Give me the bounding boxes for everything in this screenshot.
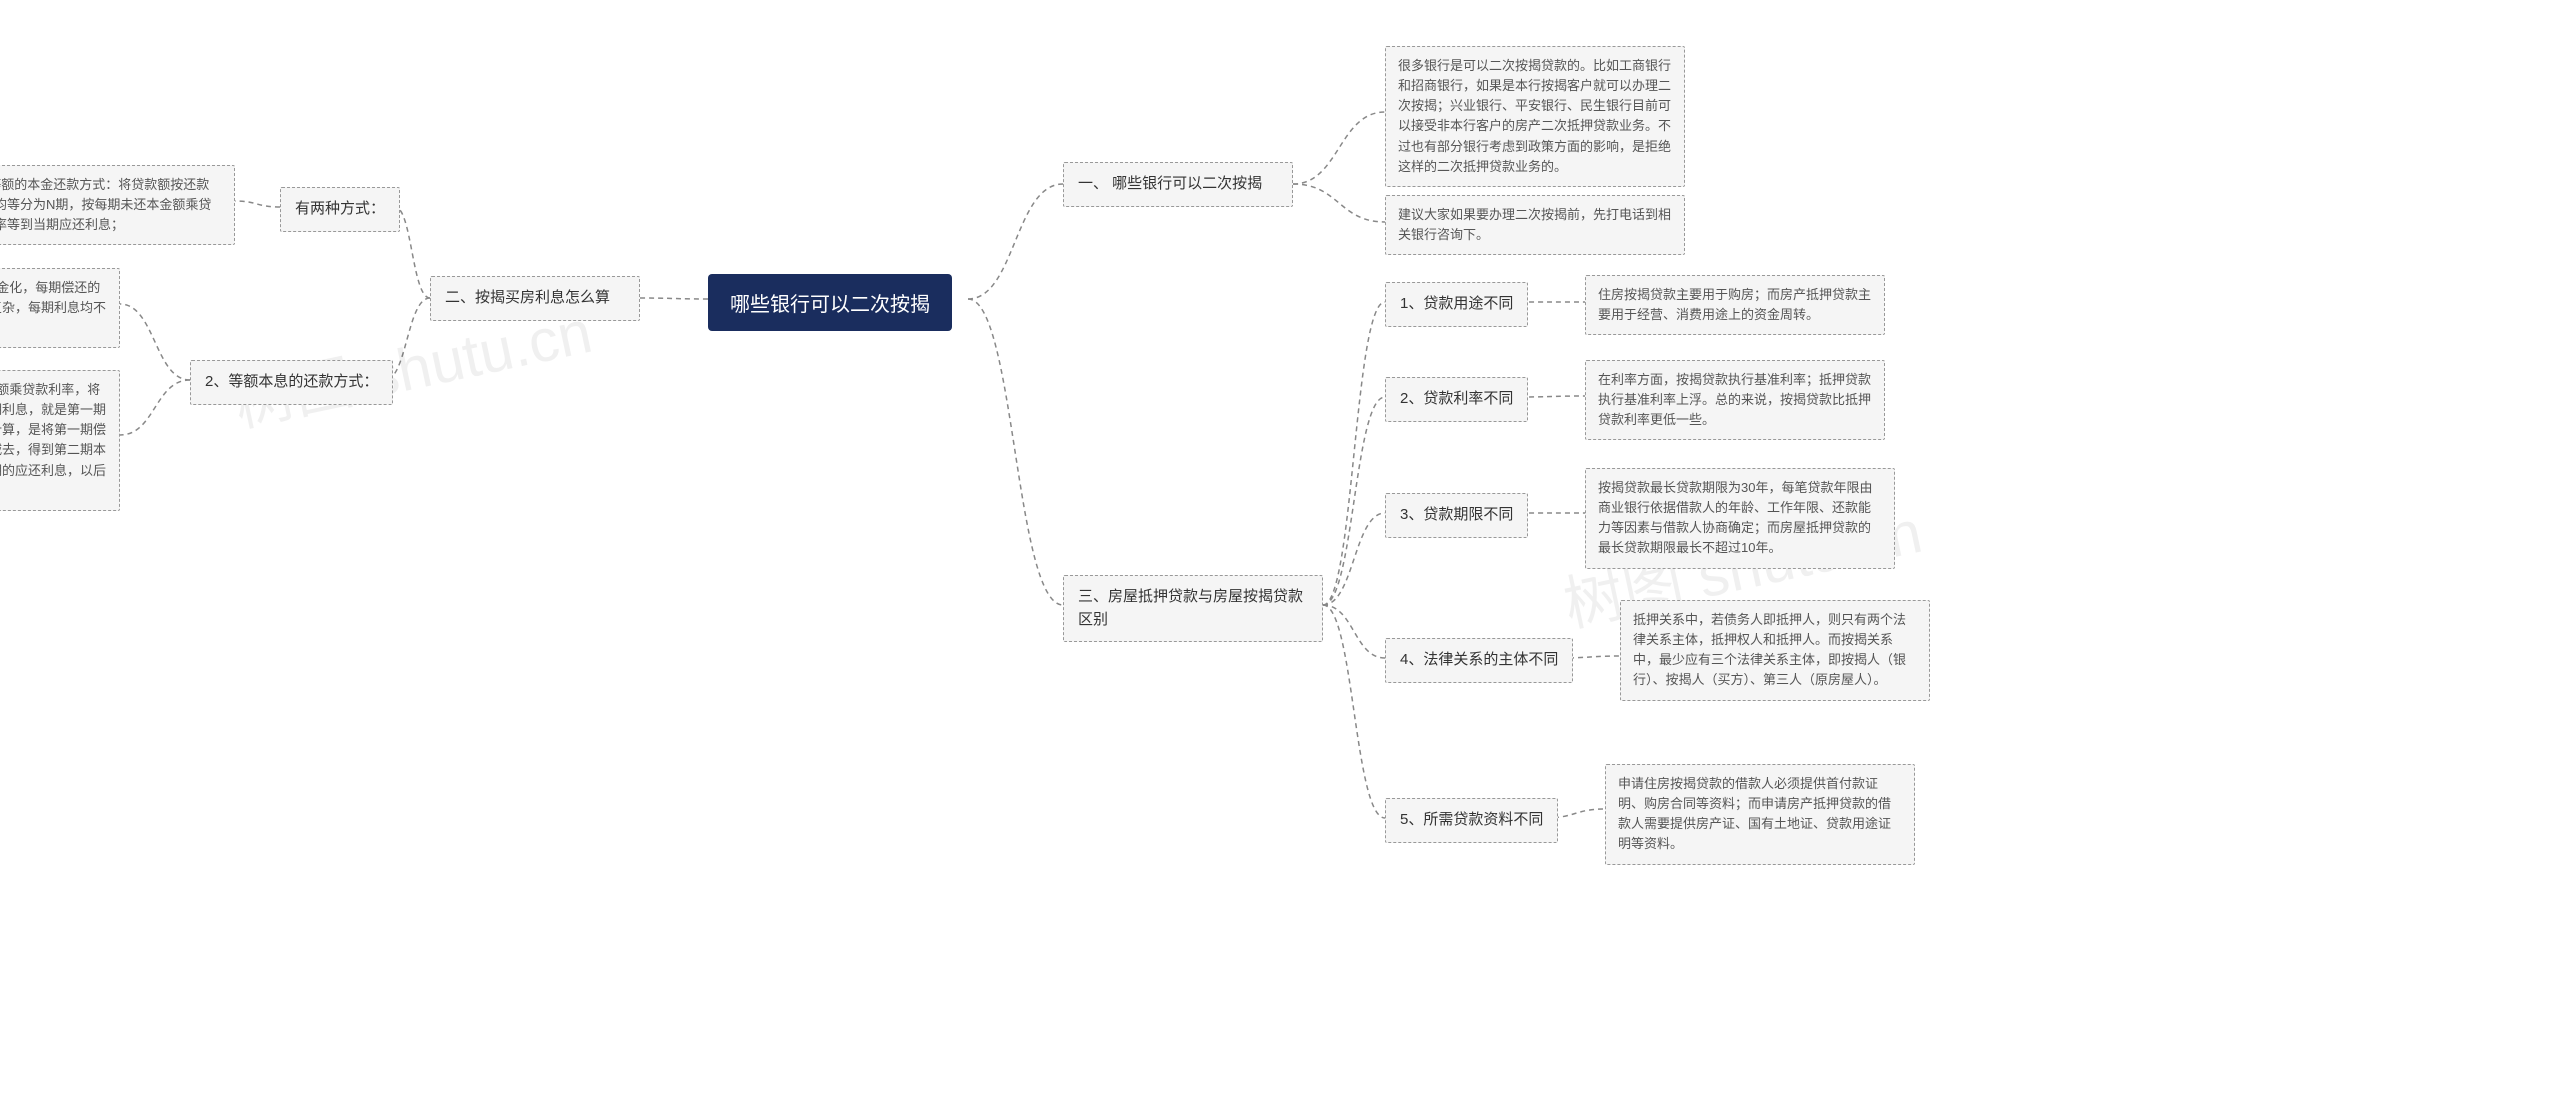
leaf-banks-advice: 建议大家如果要办理二次按揭前，先打电话到相关银行咨询下。: [1385, 195, 1685, 255]
interest-detail-1: （1）将贷款期间的本利和年金化，每期偿还的本息和均相等。利息计算较复杂，每期利息…: [0, 268, 120, 348]
root-node: 哪些银行可以二次按揭: [708, 274, 952, 331]
branch-difference: 三、房屋抵押贷款与房屋按揭贷款区别: [1063, 575, 1323, 642]
diff-purpose-detail: 住房按揭贷款主要用于购房；而房产抵押贷款主要用于经营、消费用途上的资金周转。: [1585, 275, 1885, 335]
diff-term: 3、贷款期限不同: [1385, 493, 1528, 538]
diff-rate: 2、贷款利率不同: [1385, 377, 1528, 422]
diff-legal-detail: 抵押关系中，若债务人即抵押人，则只有两个法律关系主体，抵押权人和抵押人。而按揭关…: [1620, 600, 1930, 701]
interest-equal-principal: 1、等额的本金还款方式：将贷款额按还款期数均等分为N期，按每期未还本金额乘贷款利…: [0, 165, 235, 245]
leaf-banks-detail: 很多银行是可以二次按揭贷款的。比如工商银行和招商银行，如果是本行按揭客户就可以办…: [1385, 46, 1685, 187]
diff-term-detail: 按揭贷款最长贷款期限为30年，每笔贷款年限由商业银行依据借款人的年龄、工作年限、…: [1585, 468, 1895, 569]
diff-legal: 4、法律关系的主体不同: [1385, 638, 1573, 683]
branch-interest: 二、按揭买房利息怎么算: [430, 276, 640, 321]
interest-two-ways: 有两种方式：: [280, 187, 400, 232]
diff-docs-detail: 申请住房按揭贷款的借款人必须提供首付款证明、购房合同等资料；而申请房产抵押贷款的…: [1605, 764, 1915, 865]
diff-purpose: 1、贷款用途不同: [1385, 282, 1528, 327]
interest-detail-2: （2）第一期利息为占用本金额乘贷款利率，将每期偿还的等额年金减第一期利息，就是第…: [0, 370, 120, 511]
diff-rate-detail: 在利率方面，按揭贷款执行基准利率；抵押贷款执行基准利率上浮。总的来说，按揭贷款比…: [1585, 360, 1885, 440]
branch-banks: 一、 哪些银行可以二次按揭: [1063, 162, 1293, 207]
diff-docs: 5、所需贷款资料不同: [1385, 798, 1558, 843]
interest-equal-installment: 2、等额本息的还款方式：: [190, 360, 393, 405]
